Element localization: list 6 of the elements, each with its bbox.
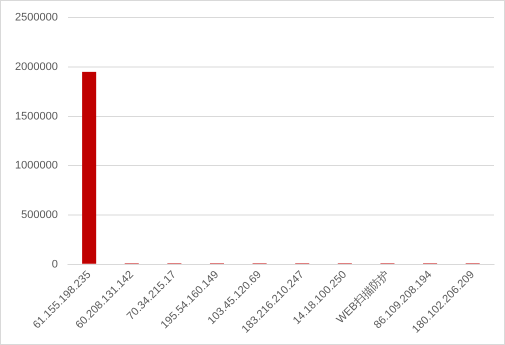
y-tick-label: 1000000 <box>14 160 58 172</box>
y-tick-label: 2500000 <box>14 12 58 24</box>
y-tick-label: 2000000 <box>14 60 58 73</box>
y-tick-label: 1500000 <box>14 110 58 122</box>
y-tick-label: 500000 <box>21 208 58 221</box>
y-tick-label: 0 <box>52 258 58 270</box>
